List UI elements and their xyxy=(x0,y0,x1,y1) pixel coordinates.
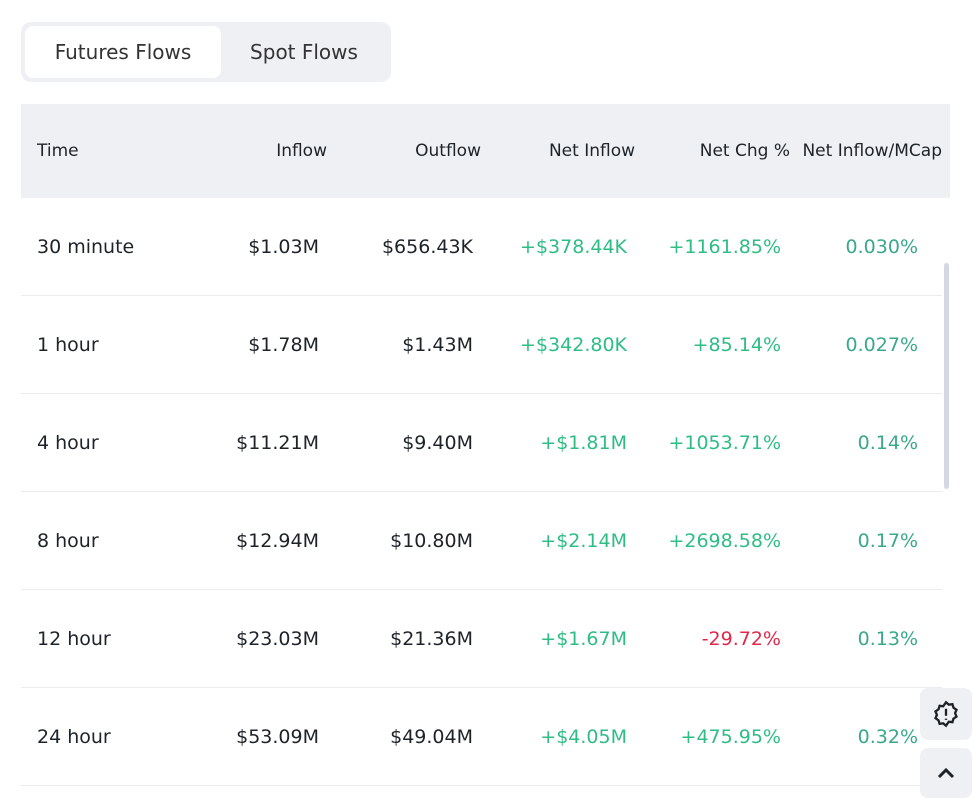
table-row: 30 minute $1.03M $656.43K +$378.44K +1161.85… xyxy=(21,198,942,296)
column-header-net-inflow[interactable]: Net Inflow xyxy=(548,141,635,161)
feedback-button[interactable] xyxy=(920,688,972,740)
table-header: Time Inflow Outflow Net Inflow Net Chg %… xyxy=(21,104,950,198)
cell-net-chg: +1161.85% xyxy=(668,235,781,258)
tab-futures-flows[interactable]: Futures Flows xyxy=(25,26,221,78)
cell-outflow: $656.43K xyxy=(381,235,473,258)
column-header-net-inflow-mcap[interactable]: Net Inflow/MCap xyxy=(802,141,942,161)
cell-outflow: $21.36M xyxy=(390,627,473,650)
column-header-net-chg[interactable]: Net Chg % xyxy=(699,141,790,161)
cell-inflow: $23.03M xyxy=(236,627,319,650)
table-row: 24 hour $53.09M $49.04M +$4.05M +475.95% 0.32… xyxy=(21,688,942,786)
cell-outflow: $49.04M xyxy=(390,725,473,748)
cell-net-inflow-mcap: 0.32% xyxy=(857,725,918,748)
cell-net-chg: +85.14% xyxy=(692,333,781,356)
cell-inflow: $53.09M xyxy=(236,725,319,748)
cell-time: 24 hour xyxy=(37,725,111,748)
chevron-up-icon xyxy=(937,767,955,779)
cell-outflow: $10.80M xyxy=(390,529,473,552)
cell-time: 8 hour xyxy=(37,529,99,552)
cell-net-inflow-mcap: 0.030% xyxy=(845,235,918,258)
cell-net-inflow: +$342.80K xyxy=(520,333,627,356)
cell-net-inflow: +$4.05M xyxy=(540,725,627,748)
table-row: 4 hour $11.21M $9.40M +$1.81M +1053.71% 0.14% xyxy=(21,394,942,492)
cell-net-inflow-mcap: 0.17% xyxy=(857,529,918,552)
table-row: 8 hour $12.94M $10.80M +$2.14M +2698.58% 0.17… xyxy=(21,492,942,590)
scroll-to-top-button[interactable] xyxy=(920,748,972,798)
cell-net-inflow: +$2.14M xyxy=(540,529,627,552)
flow-type-tabs: Futures Flows Spot Flows xyxy=(21,22,391,82)
table-row: 1 hour $1.78M $1.43M +$342.80K +85.14% 0.027% xyxy=(21,296,942,394)
table-row: 12 hour $23.03M $21.36M +$1.67M -29.72% 0.13% xyxy=(21,590,942,688)
column-header-outflow[interactable]: Outflow xyxy=(415,141,481,161)
tab-spot-flows[interactable]: Spot Flows xyxy=(250,40,358,64)
cell-net-inflow-mcap: 0.027% xyxy=(845,333,918,356)
cell-inflow: $1.03M xyxy=(248,235,319,258)
column-header-time[interactable]: Time xyxy=(37,141,79,161)
scrollbar[interactable] xyxy=(944,263,949,489)
cell-inflow: $12.94M xyxy=(236,529,319,552)
cell-inflow: $11.21M xyxy=(236,431,319,454)
cell-net-inflow: +$378.44K xyxy=(520,235,627,258)
cell-outflow: $1.43M xyxy=(402,333,473,356)
cell-net-chg: +1053.71% xyxy=(668,431,781,454)
cell-net-chg: +475.95% xyxy=(680,725,781,748)
cell-time: 1 hour xyxy=(37,333,99,356)
cell-net-inflow: +$1.81M xyxy=(540,431,627,454)
cell-net-inflow-mcap: 0.14% xyxy=(857,431,918,454)
cell-time: 30 minute xyxy=(37,235,135,258)
flows-table: Time Inflow Outflow Net Inflow Net Chg %… xyxy=(21,104,950,786)
cell-net-chg: +2698.58% xyxy=(668,529,781,552)
column-header-inflow[interactable]: Inflow xyxy=(276,141,327,161)
cell-net-inflow-mcap: 0.13% xyxy=(857,627,918,650)
cell-inflow: $1.78M xyxy=(248,333,319,356)
cell-outflow: $9.40M xyxy=(402,431,473,454)
cell-net-inflow: +$1.67M xyxy=(540,627,627,650)
alert-badge-icon xyxy=(934,700,958,728)
cell-time: 4 hour xyxy=(37,431,99,454)
cell-time: 12 hour xyxy=(37,627,111,650)
cell-net-chg: -29.72% xyxy=(701,627,781,650)
